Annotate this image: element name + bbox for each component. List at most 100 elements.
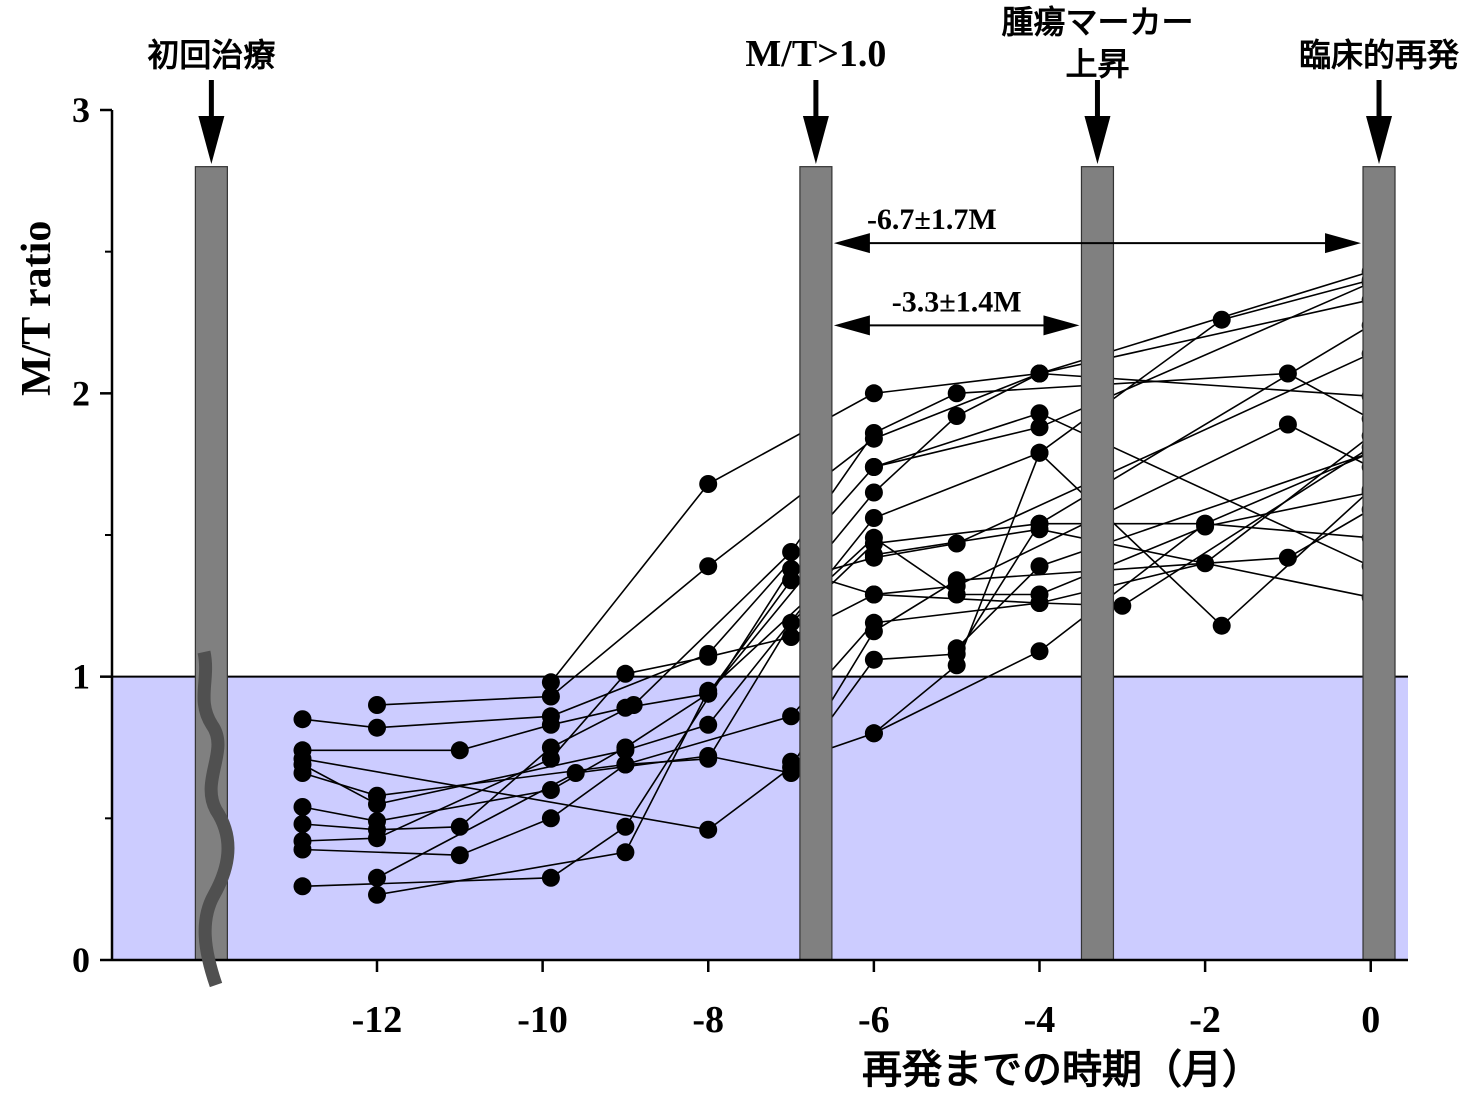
data-point-s7-3 (541, 781, 560, 799)
data-point-s8-8 (947, 384, 966, 403)
data-point-s10-2 (450, 846, 469, 865)
series-line-8 (302, 372, 1372, 831)
series-line-6 (302, 324, 1372, 797)
data-point-s10-8 (1113, 596, 1132, 615)
data-point-s12-1 (368, 868, 386, 887)
event-arrowhead-2 (802, 116, 829, 164)
data-point-s11-1 (293, 877, 312, 896)
event-label-3-2: 上昇 (1065, 45, 1129, 83)
event-bar-2 (799, 166, 833, 961)
data-point-s8-5 (624, 696, 643, 714)
event-label-4-1: 臨床的再発 (1299, 36, 1460, 74)
data-point-s4-3 (541, 715, 560, 734)
data-point-s18-2 (1030, 520, 1049, 539)
data-point-s1-3 (864, 384, 883, 403)
data-point-s15-3 (947, 656, 966, 675)
axes: 0 1 2 3 -12 -10 -8 -6 -4 -2 0 M/T ratio 再発までの時期（月） (14, 90, 1408, 1093)
data-point-s3-6 (1030, 418, 1049, 437)
data-point-s12-2 (566, 764, 585, 782)
data-point-s13-5 (947, 585, 966, 604)
axis-break-squiggle (197, 650, 235, 988)
data-point-s12-5 (864, 650, 883, 669)
data-point-s17-1 (864, 458, 883, 476)
data-point-s1-2 (699, 475, 718, 493)
data-point-s9-3 (541, 749, 560, 768)
data-point-s2-1 (368, 696, 386, 714)
data-point-s9-9 (1196, 554, 1215, 573)
y-axis-title: M/T ratio (14, 221, 60, 396)
x-axis-title: 再発までの時期（月） (862, 1047, 1262, 1093)
x-tick-label-4: -6 (858, 999, 890, 1041)
data-point-s4-2 (450, 741, 469, 760)
series-line-3 (302, 282, 1372, 729)
data-point-s11-3 (616, 817, 635, 836)
data-point-s6-5 (782, 613, 801, 632)
data-point-s8-3 (450, 817, 469, 836)
x-tick-label-5: -4 (1024, 999, 1056, 1041)
data-point-s6-1 (293, 764, 312, 782)
data-point-s16-1 (864, 724, 883, 743)
x-tick-label-7: 0 (1361, 999, 1380, 1041)
annotation-arrow-left-1 (833, 233, 870, 254)
data-point-s3-1 (293, 710, 312, 729)
data-point-s11-2 (541, 868, 560, 887)
data-point-s11-7 (1278, 415, 1297, 434)
event-arrowhead-3 (1084, 116, 1111, 164)
data-point-s8-6 (782, 543, 801, 561)
data-point-s12-3 (699, 747, 718, 765)
data-point-s4-7 (947, 407, 966, 425)
data-point-s15-4 (1030, 443, 1049, 462)
data-point-s16-2 (1030, 642, 1049, 661)
data-point-s10-3 (541, 809, 560, 828)
y-tick-label-3: 2 (72, 373, 90, 413)
data-point-s14-1 (293, 749, 312, 768)
data-point-s19-2 (1030, 557, 1049, 576)
annotation-arrow-right-2 (1043, 315, 1080, 336)
series-line-16 (873, 522, 1371, 735)
annotation-label-1: -6.7±1.7M (867, 203, 997, 236)
data-point-s8-1 (293, 815, 312, 833)
data-point-s16-3 (1196, 514, 1215, 533)
data-point-s10-1 (293, 840, 312, 859)
event-bar-4 (1362, 166, 1396, 961)
data-point-s13-1 (368, 885, 386, 904)
event-label-1-1: 初回治療 (147, 36, 276, 74)
data-point-s5-7 (1212, 310, 1231, 329)
x-tick-label-3: -8 (692, 999, 724, 1041)
data-point-s13-3 (699, 681, 718, 700)
data-point-s9-2 (368, 829, 386, 848)
data-point-s6-2 (368, 786, 386, 805)
data-point-s17-2 (1030, 404, 1049, 423)
data-point-s7-8 (947, 534, 966, 553)
data-point-s1-1 (541, 673, 560, 692)
data-point-s18-1 (864, 545, 883, 564)
data-point-s11-4 (782, 560, 801, 578)
data-point-s14-6 (1278, 548, 1297, 567)
data-point-s5-5 (864, 509, 883, 527)
series-line-19 (956, 452, 1371, 649)
y-tick-label-2: 1 (72, 657, 90, 697)
event-arrowhead-1 (198, 116, 225, 164)
data-point-s8-9 (1278, 364, 1297, 383)
x-tick-label-6: -2 (1189, 999, 1221, 1041)
data-point-s14-4 (864, 622, 883, 641)
series-line-13 (376, 491, 1371, 896)
data-point-s5-4 (699, 715, 718, 734)
data-point-s13-4 (864, 528, 883, 547)
data-point-s14-5 (947, 571, 966, 590)
data-point-s10-4 (616, 755, 635, 774)
data-point-s8-7 (864, 424, 883, 442)
data-point-s15-1 (782, 752, 801, 771)
data-point-s3-2 (368, 718, 386, 737)
data-point-s19-1 (947, 639, 966, 658)
y-tick-label-4: 3 (72, 90, 90, 130)
data-point-s13-2 (616, 843, 635, 862)
data-point-s2-3 (699, 557, 718, 576)
x-tick-label-2: -10 (517, 999, 568, 1041)
data-point-s7-4 (616, 738, 635, 757)
data-point-s14-2 (699, 820, 718, 839)
event-bar-3 (1080, 166, 1115, 961)
data-point-s9-4 (616, 664, 635, 683)
